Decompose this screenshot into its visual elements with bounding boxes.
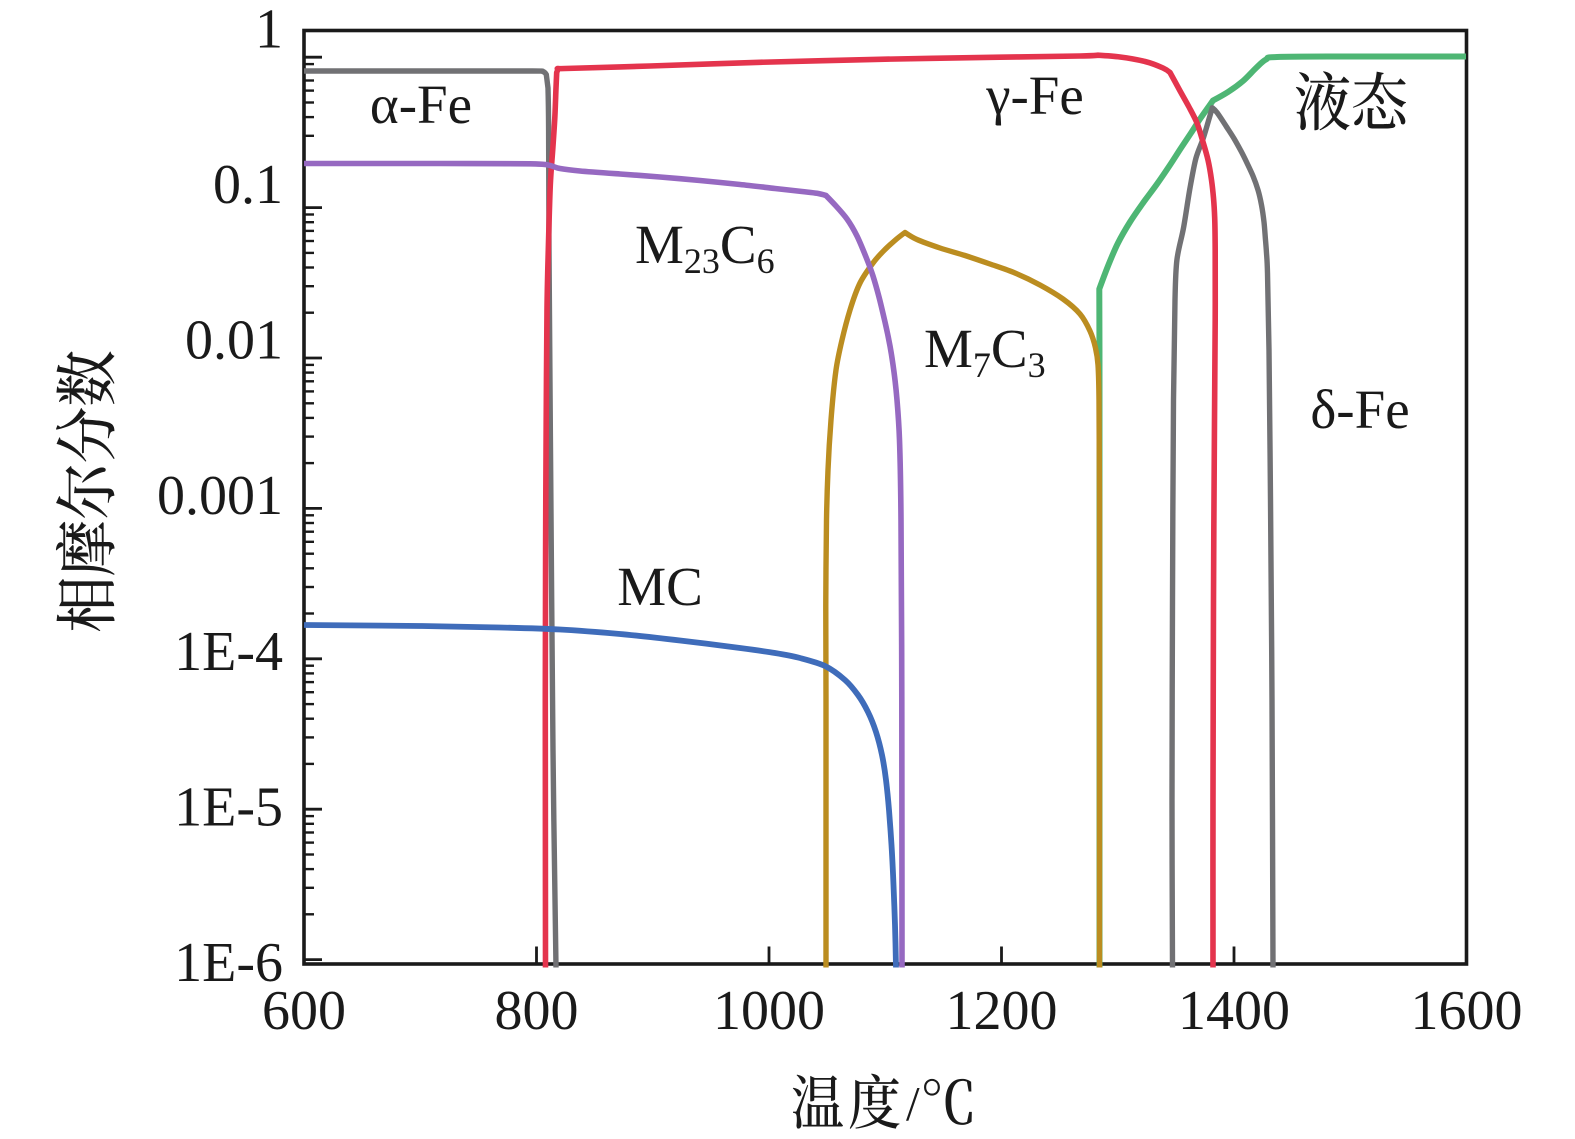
svg-text:0.001: 0.001 (157, 465, 283, 527)
svg-text:1E-6: 1E-6 (174, 932, 283, 994)
svg-text:1600: 1600 (1411, 980, 1523, 1042)
svg-text:δ-Fe: δ-Fe (1310, 379, 1409, 440)
svg-text:1E-4: 1E-4 (174, 621, 283, 683)
svg-text:0.01: 0.01 (185, 310, 283, 372)
svg-text:1200: 1200 (946, 980, 1058, 1042)
svg-text:1E-5: 1E-5 (174, 776, 283, 838)
svg-text:MC: MC (617, 556, 703, 617)
svg-text:600: 600 (262, 980, 346, 1042)
svg-text:1400: 1400 (1178, 980, 1290, 1042)
svg-text:γ-Fe: γ-Fe (985, 65, 1084, 126)
svg-text:0.1: 0.1 (213, 154, 283, 216)
svg-text:/: / (906, 1076, 920, 1131)
svg-text:α-Fe: α-Fe (370, 74, 472, 135)
svg-text:1000: 1000 (713, 980, 825, 1042)
svg-text:800: 800 (495, 980, 579, 1042)
svg-text:1: 1 (255, 0, 283, 61)
svg-text:M23C6: M23C6 (635, 214, 775, 281)
